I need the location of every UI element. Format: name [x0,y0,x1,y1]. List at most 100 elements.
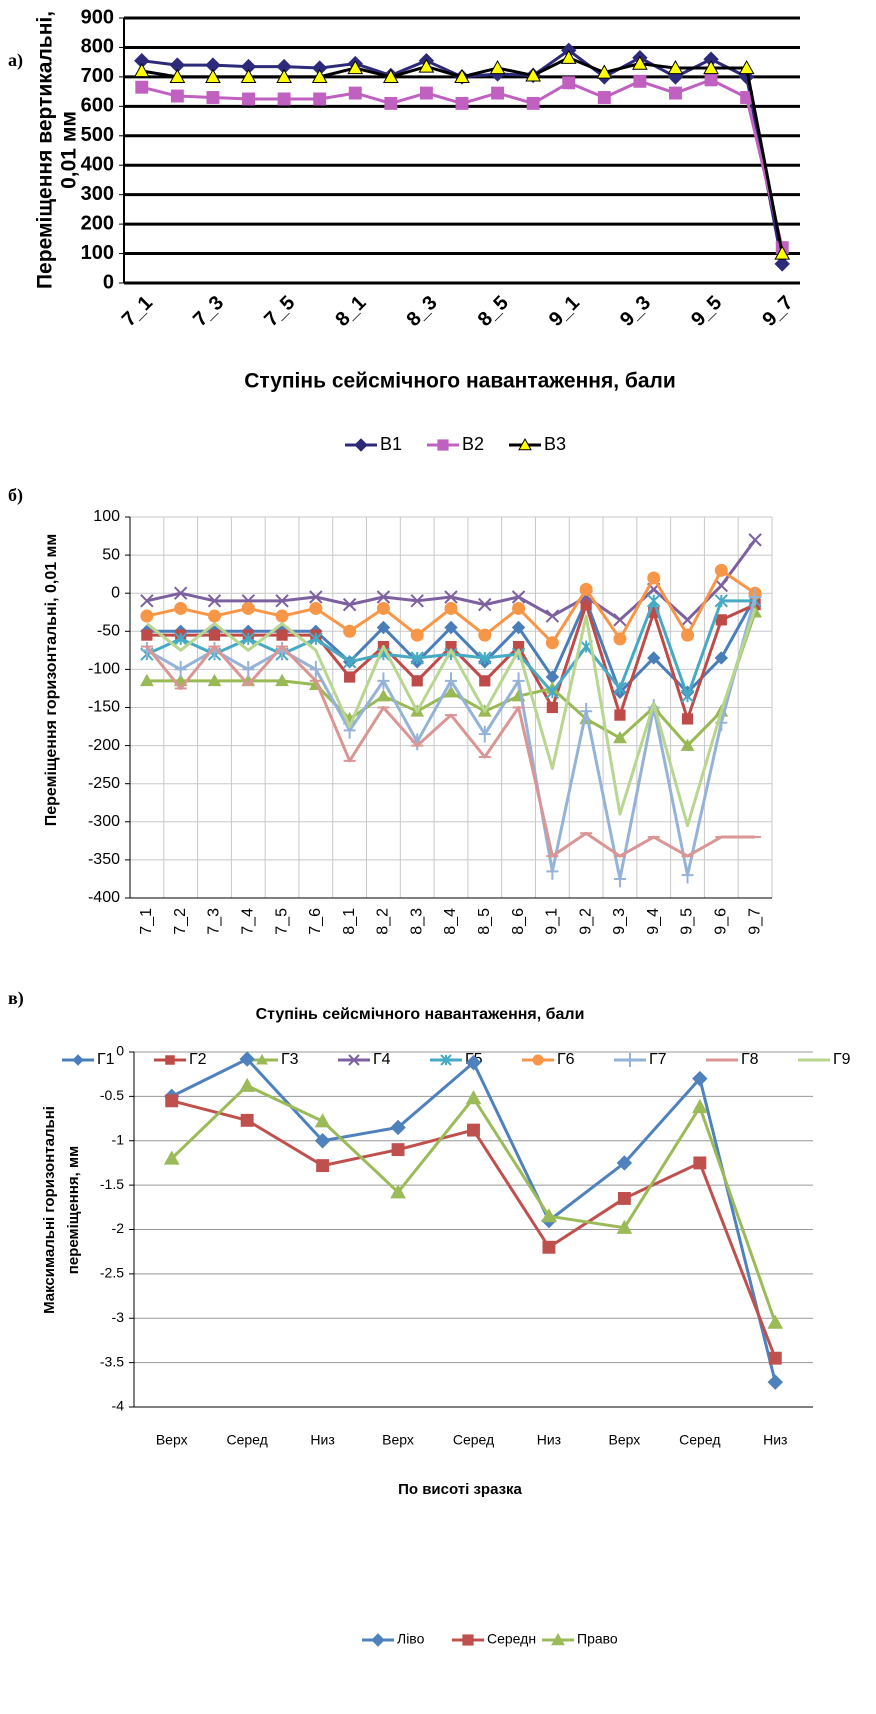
marker [669,86,682,100]
marker [613,870,626,888]
marker [667,60,684,75]
marker [532,1054,544,1066]
marker [242,661,255,678]
series-line [171,1057,777,1383]
x-tick-label: 7_3 [189,292,228,331]
marker [691,1099,708,1114]
marker [541,1208,557,1223]
marker [647,594,661,608]
x-tick-label: 8_3 [408,908,425,935]
legend-label: Г2 [189,1051,207,1068]
marker [526,96,540,110]
marker [738,60,755,75]
marker [206,91,220,104]
y-tick-label: -1.5 [100,1176,124,1192]
y-axis-label: 0,01 мм [58,111,81,189]
marker [313,92,327,106]
y-axis-label: Переміщення вертикальні, [34,11,57,289]
y-tick-label: 700 [81,65,114,87]
legend-label: Середн [487,1631,536,1647]
marker [681,628,695,642]
x-tick-label: 8_2 [375,908,392,935]
marker [613,632,627,646]
marker [551,1632,565,1646]
x-tick-label: 9_7 [746,908,763,935]
marker [376,590,391,604]
marker [596,64,613,79]
marker [512,601,526,615]
legend-label: Право [577,1631,618,1647]
marker [277,92,291,106]
marker [714,578,729,593]
legend-label: Г8 [741,1051,759,1068]
marker [135,80,149,94]
marker [72,1054,84,1066]
x-tick-label: Низ [537,1432,561,1448]
y-tick-label: -50 [97,623,120,640]
marker [240,1113,254,1127]
marker [444,601,458,615]
marker [478,725,491,743]
panel-label: в) [8,988,24,1009]
x-tick-label: 9_2 [577,908,594,935]
legend-label: Г4 [373,1051,391,1068]
marker [614,709,626,721]
x-tick-label: Низ [763,1432,787,1448]
x-tick-label: 8_1 [341,908,358,935]
x-tick-label: 9_1 [545,292,584,331]
y-tick-label: 200 [81,212,114,234]
marker [542,1240,556,1254]
x-tick-label: Верх [609,1432,641,1448]
marker [309,661,322,678]
marker [704,73,718,87]
marker [454,68,470,83]
marker [174,661,187,678]
marker [580,599,592,611]
x-tick-label: Низ [310,1432,334,1448]
marker [511,590,526,604]
marker [680,613,695,627]
marker [391,1143,405,1157]
y-axis-label: переміщення, мм [65,1146,82,1274]
marker [647,571,661,585]
marker [748,533,762,547]
marker [714,563,728,577]
marker [455,96,469,110]
y-tick-label: -300 [88,813,120,830]
marker [680,689,695,703]
y-axis-label: Переміщення горизонтальні, 0,01 мм [43,534,60,826]
y-tick-label: -0.5 [100,1087,124,1103]
x-tick-label: 7_2 [172,908,189,935]
x-tick-label: 7_1 [138,908,155,935]
legend-label: Г3 [281,1051,299,1068]
x-tick-label: 8_3 [403,292,442,331]
y-tick-label: -2 [112,1220,125,1236]
x-tick-label: 8_5 [476,908,493,935]
x-axis-label: По висоті зразка [398,1481,522,1498]
x-tick-label: 9_7 [758,292,797,331]
marker [437,439,449,451]
marker [680,738,695,751]
marker [344,671,356,683]
marker [348,86,362,100]
y-tick-label: 300 [81,183,114,205]
marker [174,601,188,615]
marker [411,675,423,687]
x-tick-label: 8_1 [331,292,370,331]
marker [418,58,435,73]
x-tick-label: 9_5 [679,908,696,935]
y-tick-label: 0 [111,584,120,601]
x-tick-label: 7_3 [206,908,223,935]
marker [478,628,492,642]
marker [518,437,532,451]
marker [140,594,154,608]
marker [511,620,526,635]
legend-label: Г6 [557,1051,575,1068]
marker [173,632,188,646]
y-tick-label: -2.5 [100,1265,124,1281]
marker [140,673,154,687]
marker [445,672,457,690]
marker [597,91,611,104]
x-tick-label: 9_6 [713,908,730,935]
marker [489,60,506,75]
